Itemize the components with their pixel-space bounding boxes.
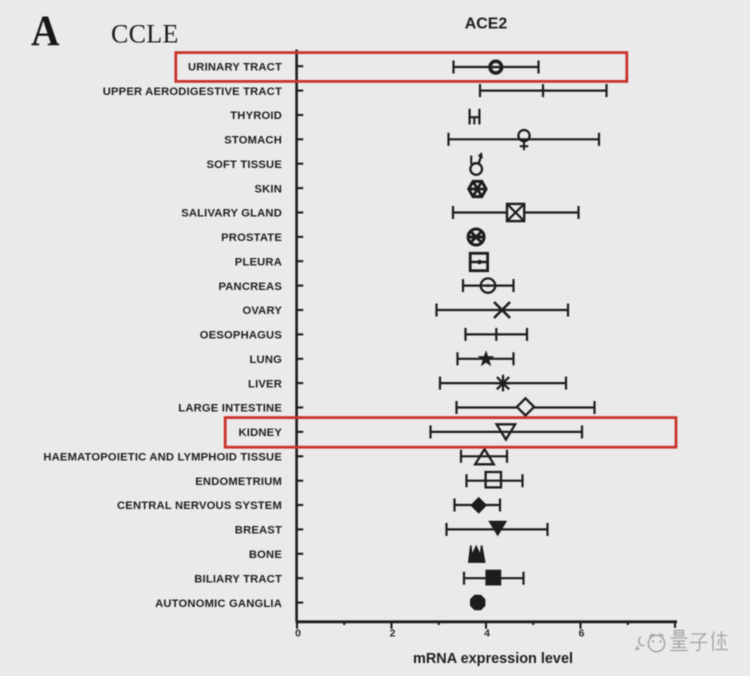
svg-text:LARGE INTESTINE: LARGE INTESTINE: [178, 403, 282, 415]
svg-text:THYROID: THYROID: [230, 110, 282, 122]
svg-text:LUNG: LUNG: [250, 354, 283, 366]
svg-text:SALIVARY GLAND: SALIVARY GLAND: [181, 208, 282, 220]
svg-text:BILIARY TRACT: BILIARY TRACT: [194, 573, 282, 585]
svg-text:KIDNEY: KIDNEY: [239, 427, 283, 439]
svg-text:PANCREAS: PANCREAS: [218, 281, 282, 293]
svg-text:PROSTATE: PROSTATE: [221, 232, 282, 244]
svg-text:SOFT TISSUE: SOFT TISSUE: [206, 159, 282, 171]
svg-text:6: 6: [579, 627, 585, 639]
svg-text:CENTRAL NERVOUS SYSTEM: CENTRAL NERVOUS SYSTEM: [117, 500, 282, 512]
svg-text:STOMACH: STOMACH: [224, 135, 282, 147]
svg-text:AUTONOMIC GANGLIA: AUTONOMIC GANGLIA: [155, 598, 282, 610]
svg-text:ENDOMETRIUM: ENDOMETRIUM: [195, 476, 282, 488]
svg-text:0: 0: [295, 627, 301, 639]
svg-text:PLEURA: PLEURA: [235, 256, 282, 268]
svg-text:BREAST: BREAST: [235, 525, 282, 537]
svg-text:2: 2: [390, 627, 396, 639]
svg-text:ACE2: ACE2: [465, 16, 508, 33]
svg-text:mRNA expression level: mRNA expression level: [413, 650, 573, 667]
svg-text:HAEMATOPOIETIC AND LYMPHOID TI: HAEMATOPOIETIC AND LYMPHOID TISSUE: [43, 452, 282, 464]
svg-text:OVARY: OVARY: [242, 305, 282, 317]
svg-text:BONE: BONE: [249, 549, 282, 561]
svg-text:URINARY TRACT: URINARY TRACT: [188, 61, 282, 73]
svg-text:A: A: [31, 8, 60, 55]
svg-text:SKIN: SKIN: [254, 183, 282, 195]
svg-text:CCLE: CCLE: [111, 19, 179, 48]
svg-text:4: 4: [484, 627, 490, 639]
svg-text:UPPER AERODIGESTIVE TRACT: UPPER AERODIGESTIVE TRACT: [103, 86, 282, 98]
svg-text:OESOPHAGUS: OESOPHAGUS: [200, 330, 283, 342]
svg-text:LIVER: LIVER: [248, 378, 282, 390]
